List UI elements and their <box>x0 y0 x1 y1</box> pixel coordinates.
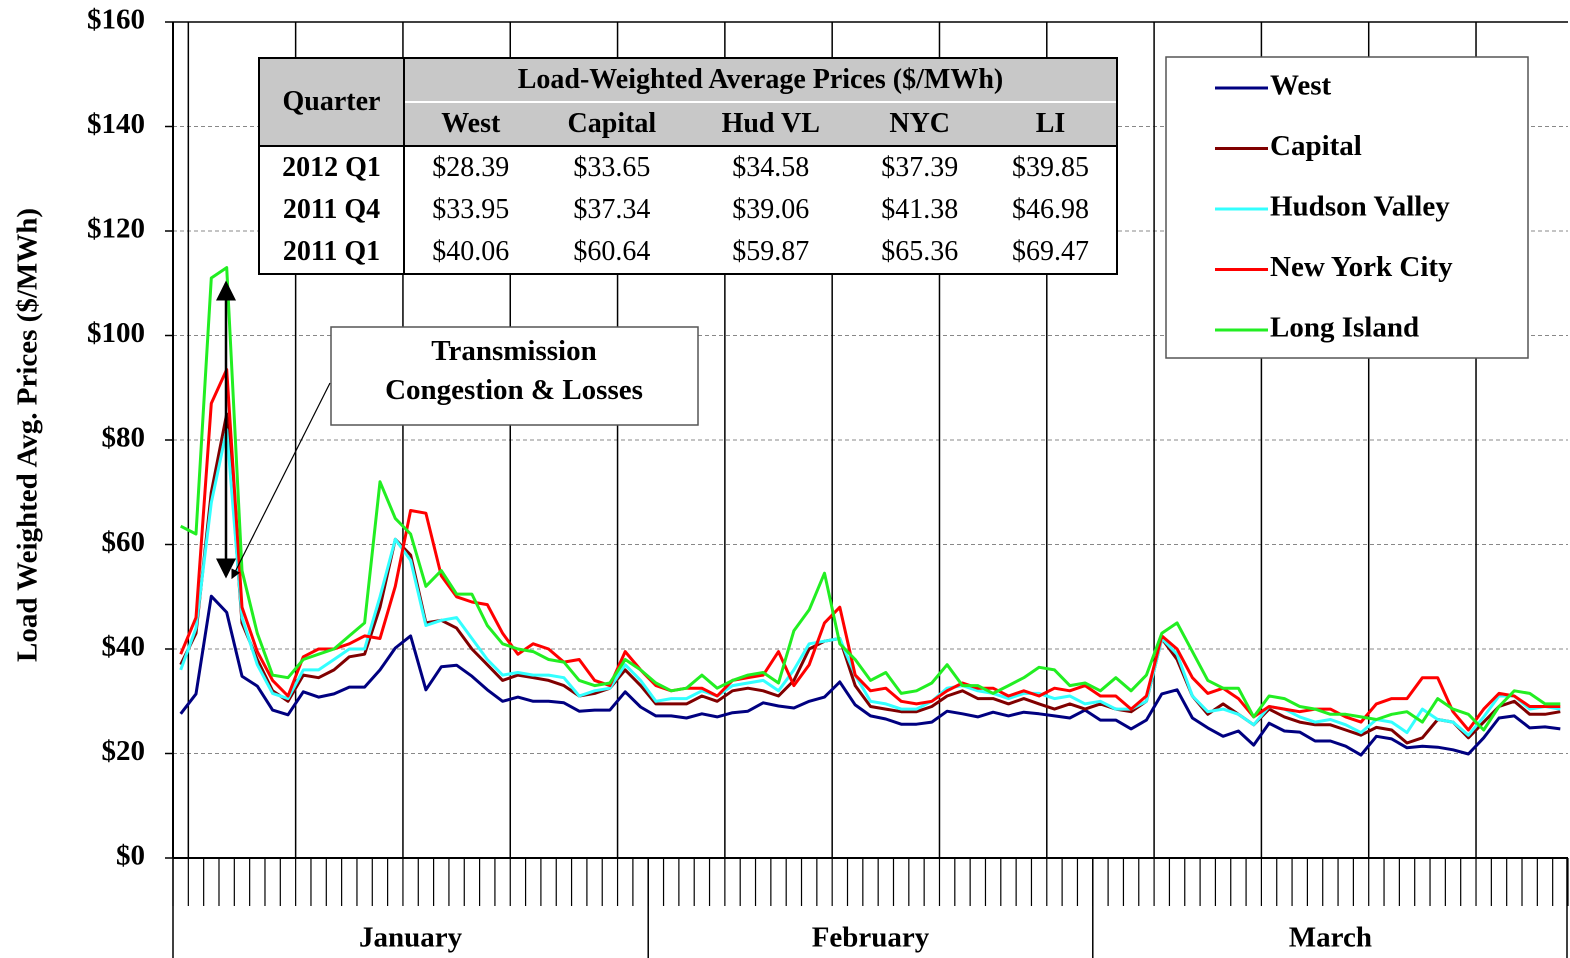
table-cell: $37.34 <box>573 194 651 226</box>
table-header: LI <box>985 102 1116 147</box>
legend-label: West <box>1270 70 1332 102</box>
table-cell: $69.47 <box>1012 236 1090 268</box>
table-row: 2012 Q1 $28.39 $33.65 $34.58 $37.39 $39.85 <box>260 146 1116 190</box>
annotation-text: Transmission Congestion & Losses <box>385 335 643 406</box>
table-header: NYC <box>854 102 986 147</box>
series-line <box>180 266 1561 732</box>
table-cell: $39.06 <box>732 194 810 226</box>
legend-label: Long Island <box>1270 312 1419 344</box>
y-tick-label: $140 <box>87 108 145 140</box>
y-tick-label: $120 <box>87 213 145 245</box>
x-tick-label: January <box>359 922 463 954</box>
annotation-box <box>330 326 699 426</box>
table-cell: $40.06 <box>432 236 510 268</box>
y-tick-label: $40 <box>102 631 146 663</box>
table-title: Load-Weighted Average Prices ($/MWh) <box>404 59 1116 104</box>
table-cell: $41.38 <box>881 194 959 226</box>
legend-label: New York City <box>1270 251 1453 283</box>
table-cell: $59.87 <box>732 236 810 268</box>
table-cell: $60.64 <box>573 236 651 268</box>
series-line <box>179 428 1561 737</box>
table-cell: $33.65 <box>573 152 651 184</box>
table-cell: $37.39 <box>881 152 959 184</box>
y-tick-label: $160 <box>87 4 145 36</box>
table-cell: $46.98 <box>1012 194 1090 226</box>
table-cell: $33.95 <box>432 194 510 226</box>
y-tick-label: $80 <box>102 422 146 454</box>
series-line <box>179 412 1561 745</box>
table-cell: $39.85 <box>1012 152 1090 184</box>
table-header: Quarter <box>260 59 405 148</box>
table-cell: $34.58 <box>732 152 810 184</box>
annotation-pointer <box>231 382 331 580</box>
y-tick-label: $100 <box>87 317 145 349</box>
y-tick-label: $0 <box>116 840 145 872</box>
series-line <box>179 594 1561 757</box>
table-cell: $65.36 <box>881 236 959 268</box>
y-axis-label: Load Weighted Avg. Prices ($/MWh) <box>12 208 44 662</box>
table-header: West <box>404 102 537 147</box>
table-row: West Capital Hud VL NYC LI <box>260 102 1116 147</box>
price-table: Quarter Load-Weighted Average Prices ($/M… <box>258 57 1118 275</box>
table-cell: 2011 Q1 <box>260 231 405 273</box>
x-tick-label: March <box>1289 922 1372 954</box>
legend-label: Hudson Valley <box>1270 191 1450 223</box>
legend-label: Capital <box>1270 130 1362 162</box>
table-header: Capital <box>536 102 688 147</box>
y-tick-label: $20 <box>102 735 146 767</box>
y-tick-label: $60 <box>102 526 146 558</box>
table-row: 2011 Q4 $33.95 $37.34 $39.06 $41.38 $46.98 <box>260 189 1116 232</box>
series-line <box>179 368 1561 732</box>
x-tick-label: February <box>812 922 930 954</box>
table-cell: 2011 Q4 <box>260 189 405 232</box>
table-cell: $28.39 <box>432 152 510 184</box>
table-row: 2011 Q1 $40.06 $60.64 $59.87 $65.36 $69.47 <box>260 231 1116 273</box>
table-header: Hud VL <box>687 102 855 147</box>
table-row: Quarter Load-Weighted Average Prices ($/M… <box>260 59 1116 148</box>
table-cell: 2012 Q1 <box>260 146 405 190</box>
